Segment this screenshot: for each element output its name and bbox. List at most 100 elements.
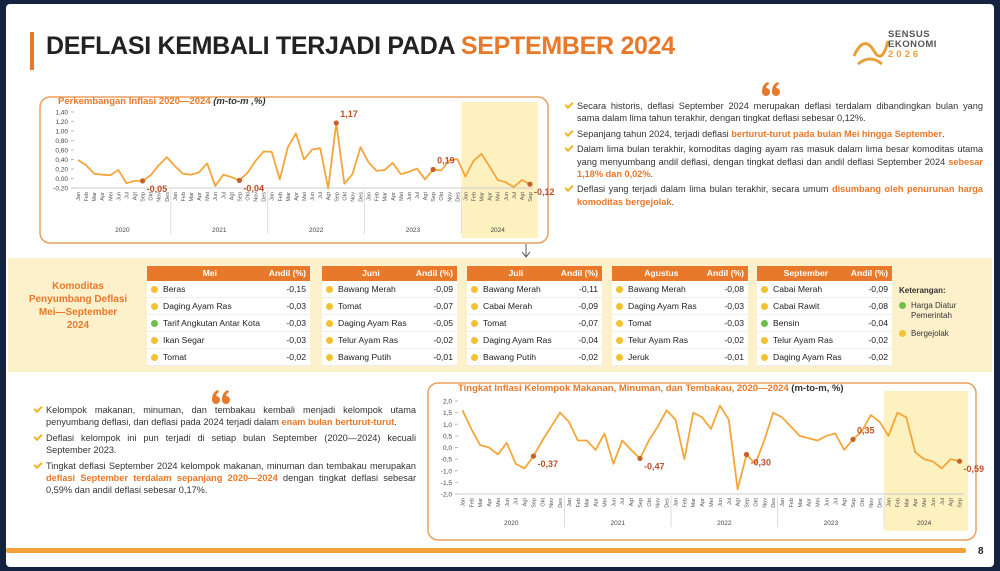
x-tick-label: Mar [383, 192, 389, 202]
x-tick-label: Feb [84, 192, 90, 201]
x-tick-label: Nov [447, 192, 453, 202]
data-label: -0,30 [751, 457, 772, 467]
bullet-text: Dalam lima bulan terakhir, komoditas dag… [577, 144, 983, 167]
category-dot [616, 353, 623, 361]
y-tick-label: -1,0 [441, 468, 453, 475]
table-row: Tomat -0,03 [612, 315, 748, 332]
logo-text: SENSUS [888, 29, 931, 40]
year-label: 2021 [611, 520, 626, 527]
x-tick-label: Jan [567, 498, 573, 507]
andil: -0,03 [724, 318, 744, 328]
table-row: Tarif Angkutan Antar Kota -0,03 [147, 315, 310, 332]
x-tick-label: Nov [549, 498, 555, 508]
category-dot [761, 285, 768, 293]
bullet-text: . [671, 196, 675, 207]
month-header: Juni [362, 268, 380, 278]
x-tick-label: Jan [173, 192, 179, 201]
data-label: -0,05 [147, 184, 168, 194]
andil: -0,01 [433, 352, 453, 362]
x-tick-label: Sep [141, 192, 147, 202]
x-tick-label: Jun [407, 192, 413, 201]
y-tick-label: 1,20 [55, 119, 68, 126]
quote-icon [212, 390, 230, 404]
andil: -0,03 [286, 301, 306, 311]
category-dot [326, 336, 333, 344]
category-dot [761, 336, 768, 344]
x-tick-label: Jan [673, 498, 679, 507]
x-tick-label: Jul [940, 498, 946, 505]
commodity-table: Agustus Andil (%) Bawang Merah -0,08 Daging … [612, 266, 748, 366]
category-dot [151, 336, 158, 344]
data-label: -0,37 [537, 459, 558, 469]
commodity: Tomat [338, 301, 362, 311]
commodity: Tomat [628, 318, 652, 328]
quote-icon [762, 82, 780, 96]
commodity: Telur Ayam Ras [338, 335, 399, 345]
month-header: Mei [202, 268, 218, 278]
table-row: Bawang Merah -0,08 [612, 281, 748, 298]
table-row: Daging Ayam Ras -0,04 [467, 332, 602, 349]
point-marker [850, 436, 856, 442]
table-row: Daging Ayam Ras -0,02 [757, 349, 892, 366]
x-tick-label: Jul [620, 498, 626, 505]
x-tick-label: Sep [638, 498, 644, 508]
title-text: DEFLASI KEMBALI TERJADI PADA [46, 32, 461, 60]
bullet: Dalam lima bulan terakhir, komoditas dag… [563, 143, 983, 180]
title-accent [30, 32, 34, 70]
y-tick-label: 0,60 [55, 148, 68, 155]
x-tick-label: Jan [460, 498, 466, 507]
andil: -0,02 [433, 335, 453, 345]
data-label: -0,12 [534, 187, 555, 197]
bullet: Secara historis, deflasi September 2024 … [563, 100, 983, 125]
x-tick-label: Mei [108, 192, 114, 201]
series-line [461, 404, 960, 491]
legend-dot [899, 302, 906, 309]
table-row: Telur Ayam Ras -0,02 [757, 332, 892, 349]
andil-header: Andil (%) [268, 268, 306, 278]
table-row: Bawang Merah -0,11 [467, 281, 602, 298]
legend-title: Keterangan: [899, 286, 946, 295]
x-tick-label: Jan [76, 192, 82, 201]
legend-item: Bergejolak [899, 329, 991, 339]
x-tick-label: Mei [399, 192, 405, 201]
legend: Keterangan: Harga Diatur Pemerintah Bergej… [899, 286, 991, 347]
x-tick-label: Apr [913, 498, 919, 507]
x-tick-label: Okt [246, 192, 252, 201]
x-tick-label: Feb [895, 498, 901, 507]
month-header: September [783, 268, 829, 278]
data-label: -0,04 [243, 183, 264, 193]
x-tick-label: Sep [531, 498, 537, 508]
legend-label: Bergejolak [911, 329, 949, 338]
x-tick-label: Jun [931, 498, 937, 507]
commodity-table: September Andil (%) Cabai Merah -0,09 Cabai … [757, 266, 892, 366]
commodity: Cabai Merah [773, 284, 823, 294]
y-tick-label: 1,40 [55, 110, 68, 117]
x-tick-label: Jul [318, 192, 324, 199]
chart-title-text: Perkembangan Inflasi 2020—2024 [58, 96, 211, 107]
x-tick-label: Nov [350, 192, 356, 202]
slide: Perkembangan Inflasi 2020—2024 (m-to-m ,… [6, 4, 994, 567]
logo-text: EKONOMI [888, 39, 937, 50]
month-header: Agustus [644, 268, 679, 278]
andil: -0,02 [578, 352, 598, 362]
x-tick-label: Sep [334, 192, 340, 202]
x-tick-label: Sep [431, 192, 437, 202]
table-row: Bensin -0,04 [757, 315, 892, 332]
table-row: Bawang Putih -0,02 [467, 349, 602, 366]
x-tick-label: Agt [842, 498, 848, 507]
x-tick-label: Agt [133, 192, 139, 201]
commodity: Bawang Putih [338, 352, 392, 362]
x-tick-label: Agt [736, 498, 742, 507]
table-row: Cabai Merah -0,09 [757, 281, 892, 298]
table-row: Daging Ayam Ras -0,05 [322, 315, 457, 332]
x-tick-label: Agt [326, 192, 332, 201]
category-dot [326, 302, 333, 310]
point-marker [139, 178, 146, 184]
category-dot [326, 285, 333, 293]
x-tick-label: Agt [520, 192, 526, 201]
logo-text: 2026 [888, 49, 922, 60]
x-tick-label: Okt [860, 498, 866, 507]
x-tick-label: Feb [469, 498, 475, 507]
commodity: Beras [163, 284, 186, 294]
slide-graphics: Perkembangan Inflasi 2020—2024 (m-to-m ,… [6, 32, 984, 553]
